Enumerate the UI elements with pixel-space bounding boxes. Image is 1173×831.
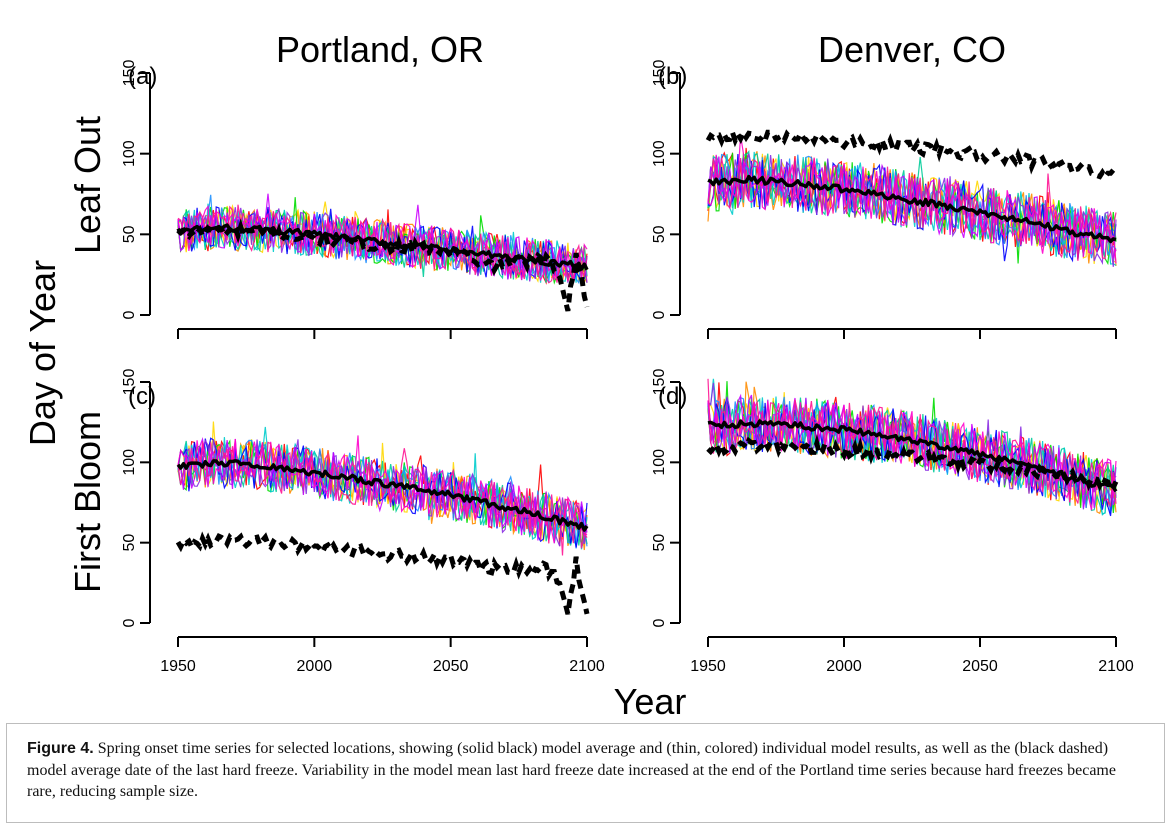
individual-model-line — [177, 439, 588, 547]
model-average-line — [707, 174, 1117, 244]
y-tick-label: 100 — [121, 449, 138, 476]
y-tick-label: 0 — [121, 310, 138, 319]
row-title-leaf-out: Leaf Out — [67, 116, 108, 254]
x-tick-label: 2000 — [826, 658, 862, 675]
y-tick-label: 100 — [121, 140, 138, 167]
y-tick-label: 100 — [651, 140, 668, 167]
row-title-first-bloom: First Bloom — [67, 411, 108, 593]
y-tick-label: 0 — [651, 618, 668, 627]
panel-c: 0 50 100 150 1950 2000 2050 2100 (c) — [121, 369, 605, 675]
individual-model-line — [177, 441, 588, 556]
panel-a: 0 50 100 150(a) — [121, 60, 590, 339]
individual-model-line — [707, 135, 1117, 264]
column-title-portland: Portland, OR — [276, 29, 484, 70]
x-tick-label: 2050 — [433, 658, 469, 675]
x-tick-label: 2000 — [297, 658, 333, 675]
y-tick-label: 100 — [651, 449, 668, 476]
individual-model-line — [707, 397, 1117, 517]
y-tick-label: 50 — [651, 534, 668, 552]
y-tick-label: 150 — [121, 369, 138, 396]
panel-label: (b) — [658, 63, 687, 90]
panel-label: (c) — [128, 383, 156, 410]
last-hard-freeze-line — [175, 531, 590, 615]
y-tick-label: 50 — [121, 225, 138, 243]
x-tick-label: 1950 — [690, 658, 726, 675]
individual-model-line — [177, 204, 588, 284]
panel-label: (a) — [128, 63, 157, 90]
y-tick-label: 150 — [651, 369, 668, 396]
figure-caption-text: Spring onset time series for selected lo… — [27, 740, 1116, 800]
model-average-line — [176, 223, 589, 271]
shared-xlabel: Year — [614, 681, 687, 722]
y-tick-label: 50 — [121, 534, 138, 552]
y-tick-label: 150 — [651, 60, 668, 87]
model-average-line — [707, 419, 1118, 493]
figure-canvas: Portland, OR Denver, CO Day of Year Leaf… — [22, 29, 1134, 722]
individual-model-line — [707, 378, 1117, 507]
individual-model-line — [177, 435, 588, 544]
last-hard-freeze-line — [176, 218, 590, 312]
last-hard-freeze-line — [705, 125, 1119, 182]
model-average-line — [176, 459, 589, 532]
individual-model-line — [177, 193, 588, 283]
figure-number: Figure 4. — [27, 740, 94, 757]
x-tick-label: 2100 — [569, 658, 605, 675]
x-tick-label: 2050 — [962, 658, 998, 675]
panel-label: (d) — [658, 383, 687, 410]
panel-d: 0 50 100 150 1950 2000 2050 2100 (d) — [651, 369, 1134, 675]
last-hard-freeze-line — [706, 434, 1119, 493]
y-tick-label: 150 — [121, 60, 138, 87]
panel-b: 0 50 100 150(b) — [651, 60, 1119, 339]
shared-ylabel: Day of Year — [22, 260, 63, 446]
x-tick-label: 2100 — [1098, 658, 1134, 675]
column-title-denver: Denver, CO — [818, 29, 1006, 70]
y-tick-label: 50 — [651, 225, 668, 243]
figure-caption: Figure 4. Spring onset time series for s… — [6, 723, 1165, 823]
x-tick-label: 1950 — [160, 658, 196, 675]
y-tick-label: 0 — [121, 618, 138, 627]
y-tick-label: 0 — [651, 310, 668, 319]
